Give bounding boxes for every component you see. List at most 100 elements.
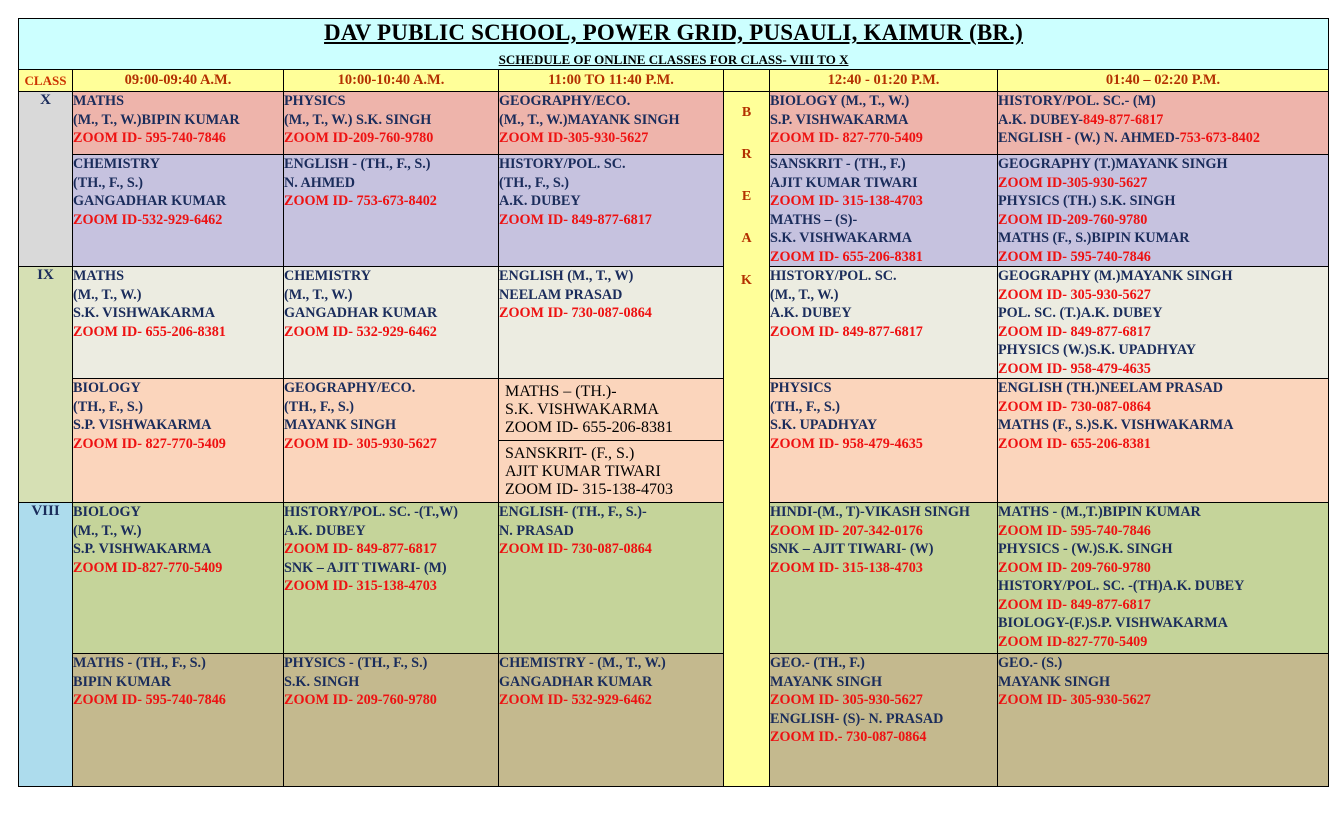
subject-line: A.K. DUBEY <box>770 305 852 321</box>
zoom-id-line: ZOOM ID- 849-877-6817 <box>284 541 437 557</box>
subject-line: (TH., F., S.) <box>499 174 570 191</box>
zoom-id-line: ZOOM ID-827-770-5409 <box>73 559 223 576</box>
cell-ix-r1-c1: MATHS (M., T., W.) S.K. VISHWAKARMA ZOOM ID… <box>72 266 284 379</box>
subject-line: ENGLISH - (W.) N. AHMED-753-673-8402 <box>998 129 1328 148</box>
subject-line: GEOGRAPHY (T.)MAYANK SINGH <box>998 156 1228 172</box>
class-label-ix: IX <box>18 266 73 503</box>
subject-line: BIOLOGY (M., T., W.) <box>770 93 910 109</box>
zoom-id-line: ZOOM ID- 655-206-8381 <box>998 435 1151 452</box>
subject-line: GEO.- (S.) <box>998 655 1063 671</box>
subject-line: MAYANK SINGH <box>284 417 397 433</box>
subject-line: MAYANK SINGH <box>998 673 1111 690</box>
break-letter-a: A <box>741 231 752 246</box>
cell-viii-r2-c3: CHEMISTRY - (M., T., W.) GANGADHAR KUMAR Z… <box>498 653 724 787</box>
subject-line: (M., T., W.) S.K. SINGH <box>284 111 432 128</box>
zoom-id-line: ZOOM ID- 209-760-9780 <box>998 559 1151 576</box>
split-cell-bottom: SANSKRIT- (F., S.) AJIT KUMAR TIWARI ZOOM … <box>499 440 723 502</box>
subject-line: S.P. VISHWAKARMA <box>73 417 212 433</box>
subject-line: GEOGRAPHY/ECO. <box>499 93 631 109</box>
zoom-id-line: ZOOM ID- 315-138-4703 <box>505 481 673 498</box>
title-row: DAV PUBLIC SCHOOL, POWER GRID, PUSAULI, … <box>17 18 1330 70</box>
subject-line: PHYSICS - (W.)S.K. SINGH <box>998 541 1173 557</box>
cell-x-r1-c4: BIOLOGY (M., T., W.) S.P. VISHWAKARMA ZOOM… <box>769 91 998 155</box>
cell-ix-r2-c4: PHYSICS (TH., F., S.) S.K. UPADHYAY ZOOM ID… <box>769 378 998 503</box>
zoom-id-line: ZOOM ID- 532-929-6462 <box>284 323 437 340</box>
subject-line: S.K. VISHWAKARMA <box>73 305 216 321</box>
subject-line: MATHS – (TH.)- <box>505 383 617 400</box>
cell-viii-r1-c5: MATHS - (M.,T.)BIPIN KUMAR ZOOM ID- 595-7… <box>996 502 1330 654</box>
header-slot-3: 11:00 TO 11:40 P.M. <box>498 69 724 92</box>
cell-x-r2-c5: GEOGRAPHY (T.)MAYANK SINGH ZOOM ID-305-93… <box>996 154 1330 267</box>
cell-ix-r2-c2: GEOGRAPHY/ECO. (TH., F., S.) MAYANK SINGH Z… <box>283 378 499 503</box>
break-letter-b: B <box>741 105 752 120</box>
zoom-id-line: ZOOM ID- 730-087-0864 <box>499 305 652 321</box>
zoom-id-line: ZOOM ID- 315-138-4703 <box>284 578 437 594</box>
subject-line: PHYSICS <box>770 380 832 396</box>
zoom-id-line: ZOOM ID- 730-087-0864 <box>499 541 652 557</box>
cell-ix-r1-c3: ENGLISH (M., T., W) NEELAM PRASAD ZOOM ID-… <box>498 266 724 379</box>
subject-line: HISTORY/POL. SC. <box>770 268 897 284</box>
subject-line: GEOGRAPHY/ECO. <box>284 380 416 396</box>
subject-line: SANSKRIT - (TH., F.) <box>770 156 906 172</box>
subject-line: (M., T., W.)MAYANK SINGH <box>499 111 680 128</box>
header-slot-5: 01:40 – 02:20 P.M. <box>996 69 1330 92</box>
class-label-x: X <box>18 91 73 267</box>
subject-line: SANSKRIT- (F., S.) <box>505 445 635 462</box>
subject-line: GANGADHAR KUMAR <box>73 193 227 209</box>
subject-line: MATHS - (TH., F., S.) <box>73 655 206 671</box>
zoom-id-line: ZOOM ID-532-929-6462 <box>73 211 223 228</box>
subject-line: BIOLOGY <box>73 380 141 396</box>
zoom-id-line: ZOOM ID-209-760-9780 <box>284 130 434 146</box>
cell-viii-r1-c3: ENGLISH- (TH., F., S.)- N. PRASAD ZOOM ID-… <box>498 502 724 654</box>
cell-viii-r1-c2: HISTORY/POL. SC. -(T.,W) A.K. DUBEY ZOOM I… <box>283 502 499 654</box>
subject-line: NEELAM PRASAD <box>499 286 623 303</box>
table-row: VIII BIOLOGY (M., T., W.) S.P. VISHWAKARMA… <box>18 502 1330 787</box>
subject-text: A.K. DUBEY- <box>998 111 1084 128</box>
zoom-id-line: ZOOM ID- 595-740-7846 <box>73 130 226 146</box>
break-letter-r: R <box>741 147 752 162</box>
header-slot-1: 09:00-09:40 A.M. <box>72 69 284 92</box>
subject-line: (M., T., W.)BIPIN KUMAR <box>73 111 240 128</box>
subject-line: GANGADHAR KUMAR <box>499 673 653 690</box>
class-label-viii: VIII <box>18 502 73 787</box>
subject-line: BIOLOGY <box>73 504 141 520</box>
cell-ix-r1-c4: HISTORY/POL. SC. (M., T., W.) A.K. DUBEY Z… <box>769 266 998 379</box>
subject-line: GEOGRAPHY (M.)MAYANK SINGH <box>998 268 1233 284</box>
zoom-id-line: ZOOM ID- 305-930-5627 <box>284 435 437 452</box>
zoom-id-line: ZOOM ID- 753-673-8402 <box>284 193 437 209</box>
subject-line: (M., T., W.) <box>770 286 839 303</box>
subject-line: (TH., F., S.) <box>284 398 355 415</box>
zoom-id-line: ZOOM ID-827-770-5409 <box>998 633 1148 650</box>
subject-line: S.K. SINGH <box>284 673 360 690</box>
subject-line: (TH., F., S.) <box>73 398 144 415</box>
zoom-id-line: ZOOM ID-305-930-5627 <box>499 130 649 146</box>
subject-line: ENGLISH (M., T., W) <box>499 268 634 284</box>
table-row: MATHS - (TH., F., S.) BIPIN KUMAR ZOOM ID-… <box>19 653 1330 787</box>
subject-line: HISTORY/POL. SC.- (M) <box>998 93 1156 109</box>
subject-line: PHYSICS (TH.) S.K. SINGH <box>998 193 1176 209</box>
zoom-id-line: ZOOM ID- 209-760-9780 <box>284 692 437 708</box>
zoom-id-line: ZOOM ID- 595-740-7846 <box>73 692 226 708</box>
subject-line: MAYANK SINGH <box>770 673 883 690</box>
cell-x-r2-c4: SANSKRIT - (TH., F.) AJIT KUMAR TIWARI ZOO… <box>769 154 998 267</box>
title-cell: DAV PUBLIC SCHOOL, POWER GRID, PUSAULI, … <box>17 18 1330 70</box>
subject-line: MATHS (F., S.)S.K. VISHWAKARMA <box>998 417 1234 433</box>
cell-viii-r1-c4: HINDI-(M., T)-VIKASH SINGH ZOOM ID- 207-3… <box>769 502 998 654</box>
header-slot-2: 10:00-10:40 A.M. <box>283 69 499 92</box>
cell-ix-r1-c2: CHEMISTRY (M., T., W.) GANGADHAR KUMAR ZOOM… <box>283 266 499 379</box>
subject-line: CHEMISTRY <box>284 268 372 284</box>
subject-line: SNK – AJIT TIWARI- (W) <box>770 541 934 557</box>
subject-line: PHYSICS (W.)S.K. UPADHYAY <box>998 342 1197 358</box>
zoom-id-line: ZOOM ID- 305-930-5627 <box>998 286 1151 303</box>
subject-line: ENGLISH (TH.)NEELAM PRASAD <box>998 380 1224 396</box>
zoom-id-line: ZOOM ID- 730-087-0864 <box>998 398 1151 415</box>
subject-line: CHEMISTRY - (M., T., W.) <box>499 655 666 671</box>
subject-line: A.K. DUBEY-849-877-6817 <box>998 111 1328 130</box>
zoom-id-line: ZOOM ID- 315-138-4703 <box>770 559 923 576</box>
subject-line: ENGLISH- (TH., F., S.)- <box>499 504 647 520</box>
zoom-id-line: ZOOM ID-305-930-5627 <box>998 174 1148 191</box>
subject-line: S.P. VISHWAKARMA <box>770 111 909 128</box>
zoom-id-line: ZOOM ID- 849-877-6817 <box>998 323 1151 340</box>
subject-line: POL. SC. (T.)A.K. DUBEY <box>998 305 1163 321</box>
cell-x-r2-c3: HISTORY/POL. SC. (TH., F., S.) A.K. DUBEY Z… <box>498 154 724 267</box>
